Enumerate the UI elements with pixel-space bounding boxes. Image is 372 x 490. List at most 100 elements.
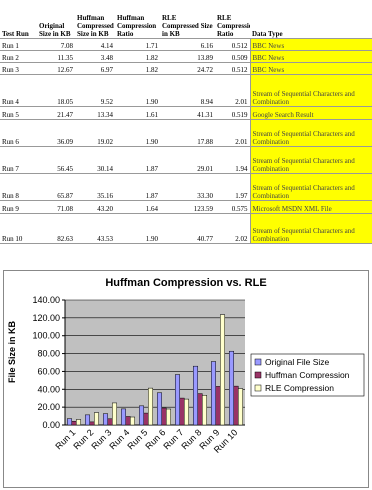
- bar: [184, 398, 189, 426]
- y-tick-label: 40.00: [37, 384, 60, 394]
- cell: 36.09: [37, 119, 75, 147]
- table-row: Run 10 82.63 43.53 1.90 40.77 2.02 Stream of S…: [0, 212, 372, 244]
- header-cell: Huffman Compression Ratio: [115, 0, 160, 39]
- cell: 1.61: [115, 106, 160, 120]
- cell: 13.89: [160, 50, 215, 63]
- bar: [197, 393, 203, 426]
- bar: [229, 350, 234, 426]
- bar: [202, 395, 207, 426]
- cell: Run 4: [0, 74, 37, 107]
- cell: 33.30: [160, 173, 215, 201]
- cell: 1.90: [115, 213, 160, 244]
- legend-label: Huffman Compression: [265, 370, 350, 380]
- table-row: Run 5 21.47 13.34 1.61 41.31 0.519 Google Sear…: [0, 105, 372, 120]
- cell: 4.14: [75, 38, 115, 51]
- cell: 1.90: [115, 119, 160, 147]
- data-type-cell: BBC News: [249, 37, 372, 51]
- bar: [233, 385, 239, 426]
- cell: 1.82: [115, 62, 160, 75]
- cell: 13.34: [75, 106, 115, 120]
- cell: 0.575: [215, 200, 250, 214]
- header-cell: Original Size in KB: [37, 0, 75, 39]
- cell: 17.88: [160, 119, 215, 147]
- bar: [107, 418, 113, 426]
- bar: [179, 397, 185, 426]
- y-tick-label: 60.00: [37, 366, 60, 376]
- bar: [211, 361, 216, 426]
- bar: [130, 416, 135, 426]
- y-axis-label: File Size in KB: [7, 320, 17, 383]
- legend-label: Original File Size: [265, 357, 330, 367]
- cell: 1.64: [115, 200, 160, 214]
- cell: Run 6: [0, 119, 37, 147]
- bar: [143, 412, 149, 426]
- y-tick-label: 0.00: [42, 420, 60, 430]
- data-type-cell: Stream of Sequential Characters and Comb…: [249, 172, 372, 201]
- header-cell: Data Type: [250, 0, 372, 39]
- cell: 56.45: [37, 146, 75, 174]
- cell: 29.01: [160, 146, 215, 174]
- chart-title: Huffman Compression vs. RLE: [105, 277, 266, 289]
- cell: 0.512: [215, 62, 250, 75]
- data-type-cell: Stream of Sequential Characters and Comb…: [249, 212, 372, 244]
- legend-swatch: [254, 371, 262, 379]
- bar: [125, 416, 131, 426]
- y-tick-label: 100.00: [32, 331, 60, 341]
- bar: [76, 419, 81, 426]
- data-type-cell: Microsoft MSDN XML File: [249, 199, 372, 214]
- bar: [121, 408, 126, 426]
- bar: [161, 407, 167, 426]
- bar: [220, 314, 225, 426]
- legend-swatch: [254, 384, 262, 392]
- cell: 1.97: [215, 173, 250, 201]
- cell: 71.08: [37, 200, 75, 214]
- table-row: Run 9 71.08 43.20 1.64 123.59 0.575 Microsoft …: [0, 199, 372, 214]
- table-row: Run 3 12.67 6.97 1.82 24.72 0.512 BBC News: [0, 61, 372, 75]
- results-table: Test Run Original Size in KB Huffman Compr…: [0, 0, 372, 244]
- bar: [112, 402, 117, 426]
- cell: 6.16: [160, 38, 215, 51]
- cell: 6.97: [75, 62, 115, 75]
- data-type-cell: BBC News: [249, 49, 372, 63]
- table-row: Run 1 7.08 4.14 1.71 6.16 0.512 BBC News: [0, 37, 372, 51]
- y-tick-label: 20.00: [37, 402, 60, 412]
- cell: 12.67: [37, 62, 75, 75]
- cell: 2.01: [215, 74, 250, 107]
- chart: Huffman Compression vs. RLE File Size in…: [3, 270, 369, 488]
- data-type-cell: Stream of Sequential Characters and Comb…: [249, 73, 372, 107]
- cell: 43.53: [75, 213, 115, 244]
- cell: 24.72: [160, 62, 215, 75]
- y-tick-label: 120.00: [32, 313, 60, 323]
- bar: [103, 413, 108, 426]
- cell: 2.01: [215, 119, 250, 147]
- cell: Run 9: [0, 200, 37, 214]
- table-row: Run 7 56.45 30.14 1.87 29.01 1.94 Stream of Se…: [0, 145, 372, 174]
- data-type-cell: Stream of Sequential Characters and Comb…: [249, 118, 372, 147]
- cell: 1.90: [115, 74, 160, 107]
- cell: 82.63: [37, 213, 75, 244]
- bar: [175, 374, 180, 426]
- cell: 21.47: [37, 106, 75, 120]
- cell: 0.509: [215, 50, 250, 63]
- cell: Run 5: [0, 106, 37, 120]
- bar: [67, 418, 72, 426]
- cell: Run 2: [0, 50, 37, 63]
- cell: 18.05: [37, 74, 75, 107]
- cell: Run 8: [0, 173, 37, 201]
- header-row: Test Run Original Size in KB Huffman Compr…: [0, 0, 372, 39]
- cell: 65.87: [37, 173, 75, 201]
- cell: Run 3: [0, 62, 37, 75]
- table-row: Run 4 18.05 9.52 1.90 8.94 2.01 Stream of Sequ…: [0, 73, 372, 107]
- bar: [157, 392, 162, 426]
- cell: 123.59: [160, 200, 215, 214]
- data-type-cell: Stream of Sequential Characters and Comb…: [249, 145, 372, 174]
- cell: 41.31: [160, 106, 215, 120]
- bar: [238, 388, 243, 426]
- cell: Run 1: [0, 38, 37, 51]
- bar: [215, 386, 221, 426]
- bar: [85, 414, 90, 426]
- cell: 1.71: [115, 38, 160, 51]
- bar: [193, 365, 198, 426]
- cell: 3.48: [75, 50, 115, 63]
